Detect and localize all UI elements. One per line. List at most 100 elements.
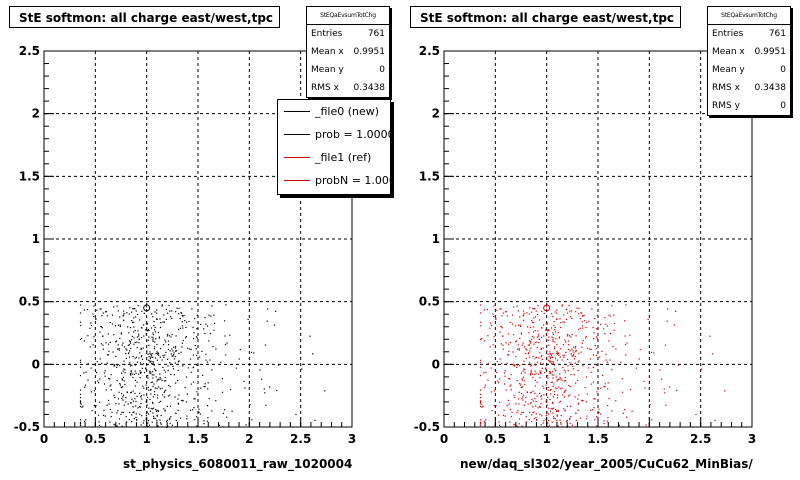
data-point <box>533 326 535 328</box>
data-point <box>551 421 553 423</box>
data-point <box>261 378 263 380</box>
data-point <box>175 335 177 337</box>
data-point <box>548 413 550 415</box>
data-point <box>128 419 130 421</box>
data-point <box>664 392 666 394</box>
data-point <box>519 325 521 328</box>
data-point <box>490 367 492 369</box>
data-point <box>540 347 542 349</box>
data-point <box>201 350 203 352</box>
data-point <box>603 386 605 388</box>
data-point <box>163 321 165 323</box>
data-point <box>118 403 120 405</box>
data-point <box>137 407 139 409</box>
data-point <box>553 415 555 418</box>
data-point <box>669 386 671 388</box>
data-point <box>190 348 192 351</box>
data-point <box>99 401 101 403</box>
data-point <box>523 346 526 348</box>
data-point <box>543 420 545 422</box>
data-point <box>559 348 562 350</box>
data-point <box>152 362 154 364</box>
data-point <box>164 339 166 341</box>
data-point <box>150 360 152 362</box>
data-point <box>157 353 160 355</box>
data-point <box>168 304 170 307</box>
data-point <box>587 367 589 369</box>
data-point <box>131 311 133 313</box>
data-point <box>540 403 542 405</box>
data-point <box>122 342 124 344</box>
data-point <box>507 333 509 335</box>
data-point <box>509 378 511 380</box>
data-point <box>127 353 129 355</box>
data-point <box>136 336 138 338</box>
data-point <box>123 314 125 316</box>
data-point <box>508 354 510 356</box>
data-point <box>549 361 551 363</box>
data-point <box>136 361 138 363</box>
data-point <box>518 349 520 351</box>
data-point <box>550 372 552 374</box>
data-point <box>589 358 592 360</box>
data-point <box>563 408 565 410</box>
data-point <box>569 394 571 396</box>
data-point <box>519 365 521 367</box>
data-point <box>79 422 82 424</box>
data-point <box>132 406 134 408</box>
data-point <box>120 386 122 389</box>
data-point <box>160 423 162 425</box>
data-point <box>244 387 246 389</box>
data-point <box>97 380 99 382</box>
data-point <box>598 408 600 410</box>
data-point <box>129 373 131 375</box>
data-point <box>567 395 570 397</box>
data-point <box>521 344 523 346</box>
data-point <box>530 347 532 349</box>
data-point <box>267 308 269 310</box>
data-point <box>186 418 188 420</box>
data-point <box>221 378 223 380</box>
data-point <box>264 344 267 346</box>
data-point <box>596 354 598 356</box>
data-point <box>570 416 572 418</box>
data-point <box>160 414 162 417</box>
data-point-marker <box>543 304 551 312</box>
data-point <box>533 331 535 333</box>
data-point <box>524 383 526 386</box>
data-point <box>119 384 121 386</box>
data-point <box>152 332 154 334</box>
data-point <box>596 391 598 393</box>
data-point <box>79 405 82 408</box>
data-point <box>533 411 535 413</box>
data-point <box>509 385 511 387</box>
data-point <box>487 335 489 337</box>
data-point <box>559 373 561 375</box>
data-point <box>145 415 147 417</box>
data-point <box>556 397 559 399</box>
data-point <box>239 349 241 351</box>
data-point <box>81 406 83 408</box>
data-point <box>605 359 607 361</box>
data-point <box>135 310 137 312</box>
data-point <box>130 402 132 404</box>
data-point <box>581 312 583 314</box>
data-point <box>567 369 569 372</box>
data-point <box>559 419 561 421</box>
data-point <box>599 413 601 415</box>
data-point <box>144 368 147 370</box>
y-tick-label: 2.5 <box>419 44 440 58</box>
data-point <box>522 396 524 398</box>
data-point <box>509 321 511 324</box>
data-point <box>278 364 280 366</box>
data-point <box>513 365 516 367</box>
data-point <box>528 313 530 315</box>
data-point <box>593 332 595 334</box>
data-point <box>581 325 584 327</box>
data-point <box>493 404 495 407</box>
data-point <box>175 412 177 414</box>
data-point <box>128 356 131 358</box>
data-point <box>529 362 531 364</box>
data-point <box>496 309 498 311</box>
data-point <box>534 316 537 318</box>
